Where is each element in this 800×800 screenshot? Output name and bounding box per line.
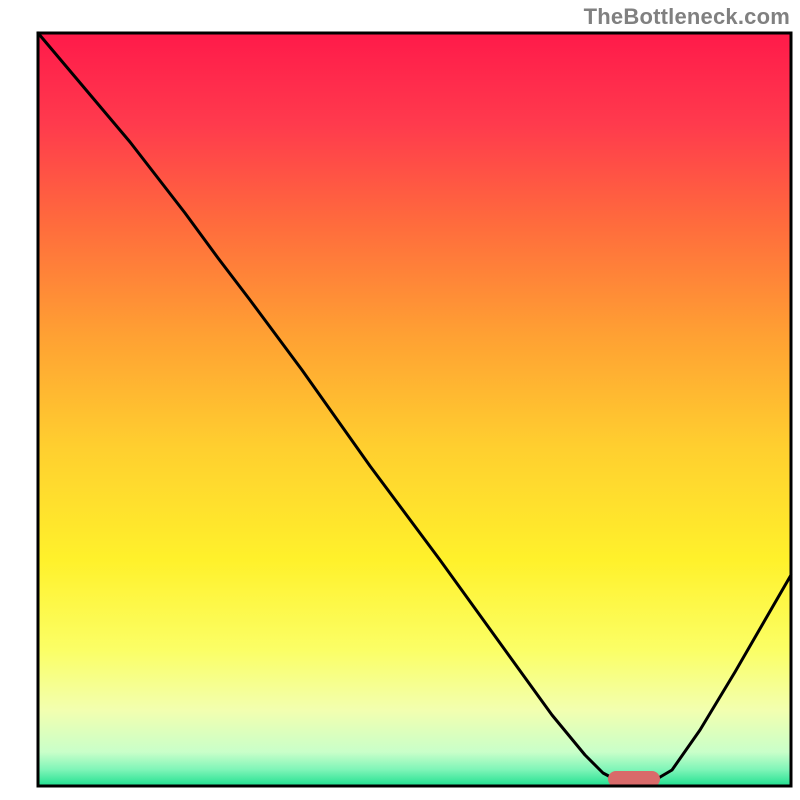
chart-svg xyxy=(0,0,800,800)
chart-container: TheBottleneck.com xyxy=(0,0,800,800)
